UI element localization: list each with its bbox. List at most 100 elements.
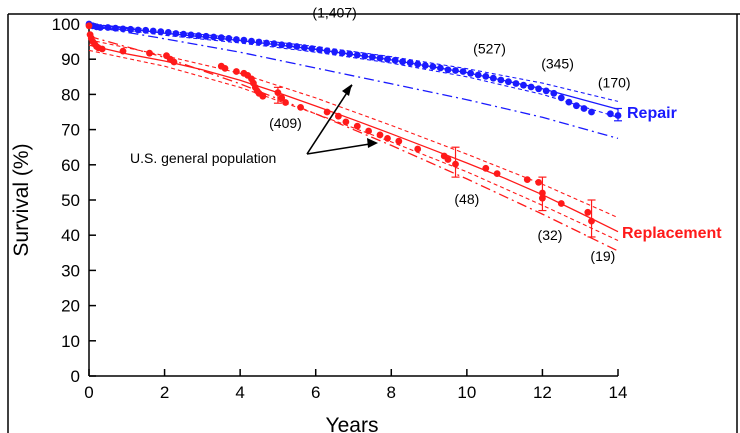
data-point-repair xyxy=(225,35,233,42)
data-point-repair xyxy=(376,54,384,62)
confidence-band-line xyxy=(88,24,619,118)
data-point-repair xyxy=(338,49,346,57)
fit-line xyxy=(88,23,619,110)
data-point-repair xyxy=(535,85,542,93)
data-point-repair xyxy=(384,55,391,63)
data-point-repair xyxy=(180,30,187,38)
data-point-repair xyxy=(565,98,573,106)
data-point-repair xyxy=(414,60,422,68)
data-point-replacement xyxy=(274,89,282,96)
data-point-repair xyxy=(263,39,270,47)
data-point-repair xyxy=(542,87,550,95)
count-labels: (1,407) (527) (345) (170) (409) (48) (32) (19) xyxy=(269,5,630,265)
data-point-replacement xyxy=(395,137,403,145)
data-point-replacement xyxy=(557,200,565,207)
data-point-repair xyxy=(248,37,255,45)
data-point-replacement xyxy=(414,145,422,153)
data-point-repair xyxy=(217,34,225,42)
x-tick-label: 12 xyxy=(533,383,552,402)
data-point-repair xyxy=(270,40,278,48)
data-point-repair xyxy=(588,108,595,116)
data-point-replacement xyxy=(539,189,546,197)
count-label: (527) xyxy=(473,41,506,57)
y-tick-label: 60 xyxy=(61,156,80,175)
reference-line xyxy=(88,25,619,140)
count-label: (19) xyxy=(590,248,615,264)
reference-line xyxy=(88,35,619,252)
x-tick-label: 2 xyxy=(160,383,169,402)
data-point-repair xyxy=(557,94,565,102)
data-point-repair xyxy=(459,68,467,75)
y-tick-label: 100 xyxy=(52,15,80,34)
data-point-repair xyxy=(429,63,437,70)
confidence-band-line xyxy=(88,23,619,102)
data-point-replacement xyxy=(493,170,501,178)
series-label-repair: Repair xyxy=(627,105,677,122)
data-point-repair xyxy=(323,47,331,55)
data-point-repair xyxy=(467,69,474,77)
y-tick-label: 40 xyxy=(61,226,80,245)
data-point-repair xyxy=(614,112,622,119)
data-point-replacement xyxy=(259,92,267,100)
data-point-repair xyxy=(607,110,614,118)
data-point-repair xyxy=(399,58,406,66)
x-axis-title: Years xyxy=(326,414,379,433)
data-point-repair xyxy=(452,67,459,74)
data-point-repair xyxy=(233,36,240,43)
data-point-repair xyxy=(437,64,444,72)
data-point-repair xyxy=(195,32,203,39)
data-point-repair xyxy=(361,52,369,60)
data-point-repair xyxy=(293,43,301,50)
data-point-repair xyxy=(505,78,512,86)
series-label-replacement: Replacement xyxy=(622,225,722,242)
count-label: (345) xyxy=(541,56,574,72)
data-point-repair xyxy=(527,83,535,91)
count-label: (170) xyxy=(598,74,631,90)
data-point-repair xyxy=(255,38,263,46)
annotation-arrowhead-lower xyxy=(367,138,378,148)
data-point-replacement xyxy=(584,208,592,216)
data-point-repair xyxy=(240,36,248,44)
data-point-replacement xyxy=(297,104,304,111)
x-tick-label: 14 xyxy=(609,383,628,402)
data-point-replacement xyxy=(365,127,372,135)
data-point-repair xyxy=(406,59,414,67)
data-point-replacement xyxy=(278,94,286,102)
data-point-repair xyxy=(391,56,399,64)
y-axis-title: Survival (%) xyxy=(10,143,33,256)
confidence-band-line xyxy=(88,39,619,219)
annotation-arrow-upper xyxy=(306,84,353,155)
y-tick-label: 70 xyxy=(61,121,80,140)
data-point-replacement xyxy=(233,68,240,75)
data-point-replacement xyxy=(221,65,229,72)
data-point-repair xyxy=(96,24,104,31)
y-tick-label: 0 xyxy=(71,367,80,386)
data-point-replacement xyxy=(98,45,106,53)
data-point-replacement xyxy=(119,47,127,55)
data-point-replacement xyxy=(85,22,93,30)
data-point-replacement xyxy=(444,156,452,163)
data-point-repair xyxy=(331,48,338,56)
data-point-repair xyxy=(369,53,376,61)
y-tick-label: 90 xyxy=(61,50,80,69)
data-point-repair xyxy=(112,24,119,32)
data-point-repair xyxy=(316,46,323,54)
data-point-repair xyxy=(134,26,142,34)
count-label: (409) xyxy=(269,115,302,131)
data-point-replacement xyxy=(146,49,153,57)
data-point-repair xyxy=(202,32,210,40)
data-point-repair xyxy=(580,105,588,112)
count-label: (32) xyxy=(538,227,563,243)
data-point-repair xyxy=(512,80,520,87)
data-point-repair xyxy=(489,74,497,82)
x-tick-label: 10 xyxy=(457,383,476,402)
data-point-repair xyxy=(421,62,429,69)
confidence-band-line xyxy=(88,49,619,241)
y-tick-label: 80 xyxy=(61,85,80,104)
data-point-repair xyxy=(142,26,150,34)
fit-line xyxy=(88,44,619,233)
data-point-replacement xyxy=(523,176,531,184)
data-point-replacement xyxy=(335,112,342,120)
data-point-repair xyxy=(346,50,354,58)
